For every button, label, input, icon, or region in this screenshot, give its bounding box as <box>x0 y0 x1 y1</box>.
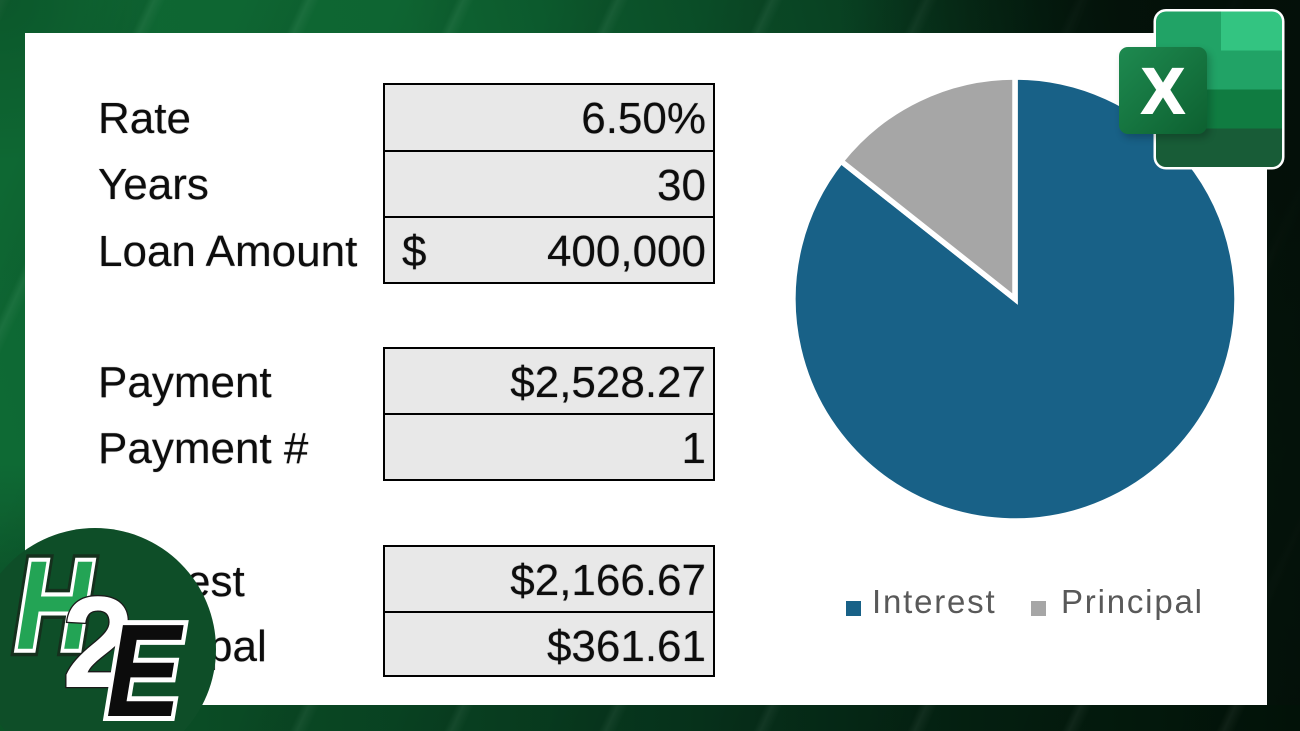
svg-text:H: H <box>16 536 93 676</box>
svg-text:E: E <box>106 596 184 731</box>
svg-text:X: X <box>1142 55 1185 127</box>
svg-text:H: H <box>16 536 93 676</box>
svg-text:2: 2 <box>62 569 134 715</box>
